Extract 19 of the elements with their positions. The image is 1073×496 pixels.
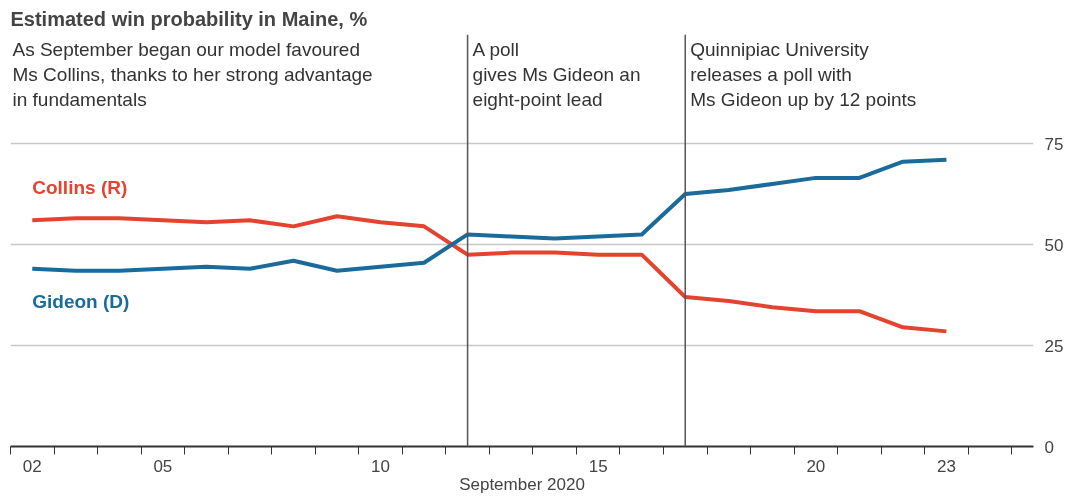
x-tick-label: 15 [588, 456, 608, 476]
annotation: As September began our model favoured Ms Collins, thanks to her strong advantage in fundamentals [12, 38, 373, 110]
ref-line-label: A poll gives Ms Gideon an eight-point lead [472, 38, 641, 110]
line-series [30, 214, 949, 334]
x-tick-label: 02 [22, 456, 42, 476]
series-label: Collins (R) [32, 177, 128, 199]
x-tick-label: 10 [371, 456, 390, 476]
series-label: Gideon (D) [32, 290, 130, 312]
line-series [30, 157, 949, 273]
y-tick-label: 75 [1044, 134, 1064, 154]
y-tick-label: 0 [1044, 437, 1054, 457]
chart-title: Estimated win probability in Maine, % [10, 7, 368, 30]
y-tick-label: 25 [1044, 336, 1064, 356]
y-tick-label: 50 [1044, 235, 1064, 255]
ref-line-label: Quinnipiac University releases a poll with Ms Gideon up by 12 points [690, 38, 917, 110]
x-tick-label: 20 [806, 456, 826, 476]
x-tick-label: 23 [936, 456, 956, 476]
x-tick-label: 05 [153, 456, 173, 476]
x-axis-title: September 2020 [459, 474, 585, 494]
